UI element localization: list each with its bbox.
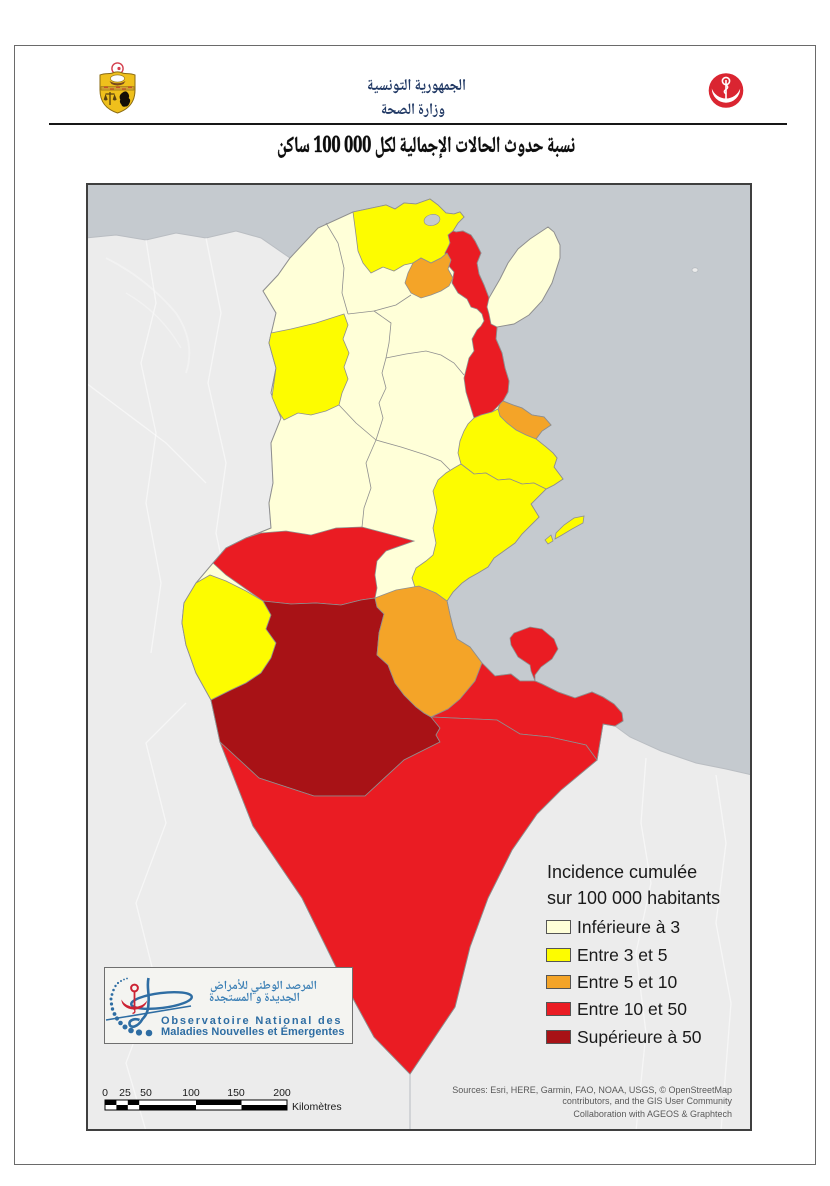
svg-text:100: 100 [182, 1087, 200, 1099]
svg-text:25: 25 [119, 1087, 131, 1099]
svg-text:150: 150 [227, 1087, 245, 1099]
svg-text:Maladies Nouvelles et Émergent: Maladies Nouvelles et Émergentes [161, 1025, 345, 1038]
svg-text:Observatoire National des: Observatoire National des [161, 1015, 342, 1027]
svg-text:Kilomètres: Kilomètres [292, 1101, 342, 1113]
svg-text:50: 50 [140, 1087, 152, 1099]
svg-text:0: 0 [102, 1087, 108, 1099]
svg-text:200: 200 [273, 1087, 291, 1099]
